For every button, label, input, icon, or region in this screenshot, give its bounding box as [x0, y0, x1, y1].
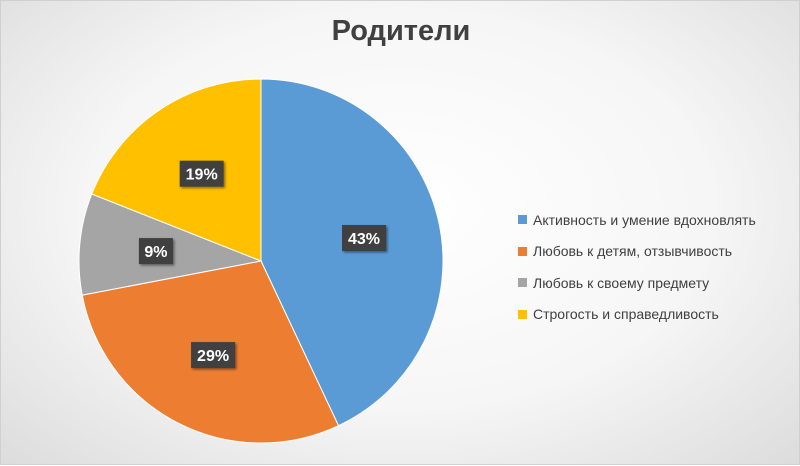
chart-legend: Активность и умение вдохновлять Любовь к …	[518, 204, 793, 330]
legend-label: Активность и умение вдохновлять	[533, 211, 756, 228]
pie-slice	[91, 78, 262, 262]
data-label-box	[342, 224, 387, 251]
data-label-text: 43%	[348, 231, 380, 248]
legend-swatch	[518, 278, 527, 288]
data-label: 9%	[138, 238, 173, 265]
chart-title: Родители	[331, 15, 471, 47]
pie-slice	[260, 78, 444, 427]
data-label-box	[191, 342, 236, 369]
data-label: 19%	[179, 160, 224, 187]
data-label-box	[179, 160, 224, 187]
legend-item: Строгость и справедливость	[518, 299, 793, 331]
legend-item: Любовь к своему предмету	[518, 267, 793, 299]
legend-swatch	[518, 246, 527, 256]
legend-swatch	[518, 215, 527, 225]
legend-item: Любовь к детям, отзывчивость	[518, 236, 793, 268]
data-label-text: 9%	[144, 244, 167, 261]
data-label-box	[138, 238, 173, 265]
data-label-text: 29%	[197, 348, 229, 365]
legend-swatch	[518, 309, 527, 319]
legend-label: Любовь к детям, отзывчивость	[533, 243, 733, 260]
legend-item: Активность и умение вдохновлять	[518, 204, 793, 236]
data-label-text: 19%	[186, 167, 218, 184]
data-label: 43%	[342, 224, 387, 251]
legend-label: Любовь к своему предмету	[533, 274, 710, 291]
legend-label: Строгость и справедливость	[533, 306, 719, 323]
data-label: 29%	[191, 342, 236, 369]
